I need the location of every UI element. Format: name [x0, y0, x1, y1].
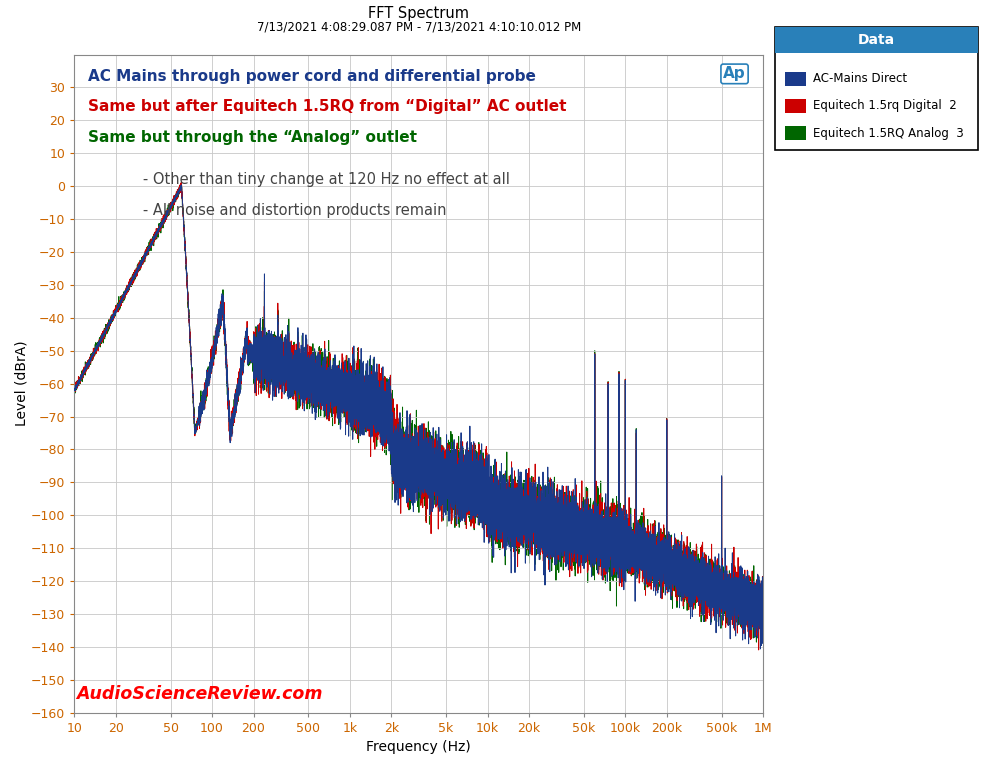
Text: - All noise and distortion products remain: - All noise and distortion products rema…	[130, 203, 447, 217]
Text: Ap: Ap	[723, 66, 746, 81]
Text: Equitech 1.5RQ Analog  3: Equitech 1.5RQ Analog 3	[813, 127, 963, 139]
Text: AudioScienceReview.com: AudioScienceReview.com	[76, 685, 323, 703]
Text: AC-Mains Direct: AC-Mains Direct	[813, 72, 907, 85]
Text: AC Mains through power cord and differential probe: AC Mains through power cord and differen…	[88, 69, 536, 84]
Text: Equitech 1.5rq Digital  2: Equitech 1.5rq Digital 2	[813, 100, 956, 112]
Y-axis label: Level (dBrA): Level (dBrA)	[14, 341, 28, 426]
Text: 7/13/2021 4:08:29.087 PM - 7/13/2021 4:10:10.012 PM: 7/13/2021 4:08:29.087 PM - 7/13/2021 4:1…	[257, 20, 581, 33]
X-axis label: Frequency (Hz): Frequency (Hz)	[367, 740, 471, 754]
Text: - Other than tiny change at 120 Hz no effect at all: - Other than tiny change at 120 Hz no ef…	[130, 171, 510, 187]
Text: Same but after Equitech 1.5RQ from “Digital” AC outlet: Same but after Equitech 1.5RQ from “Digi…	[88, 99, 567, 115]
Text: Same but through the “Analog” outlet: Same but through the “Analog” outlet	[88, 129, 417, 145]
Text: FFT Spectrum: FFT Spectrum	[369, 6, 469, 21]
Text: Data: Data	[858, 33, 895, 47]
